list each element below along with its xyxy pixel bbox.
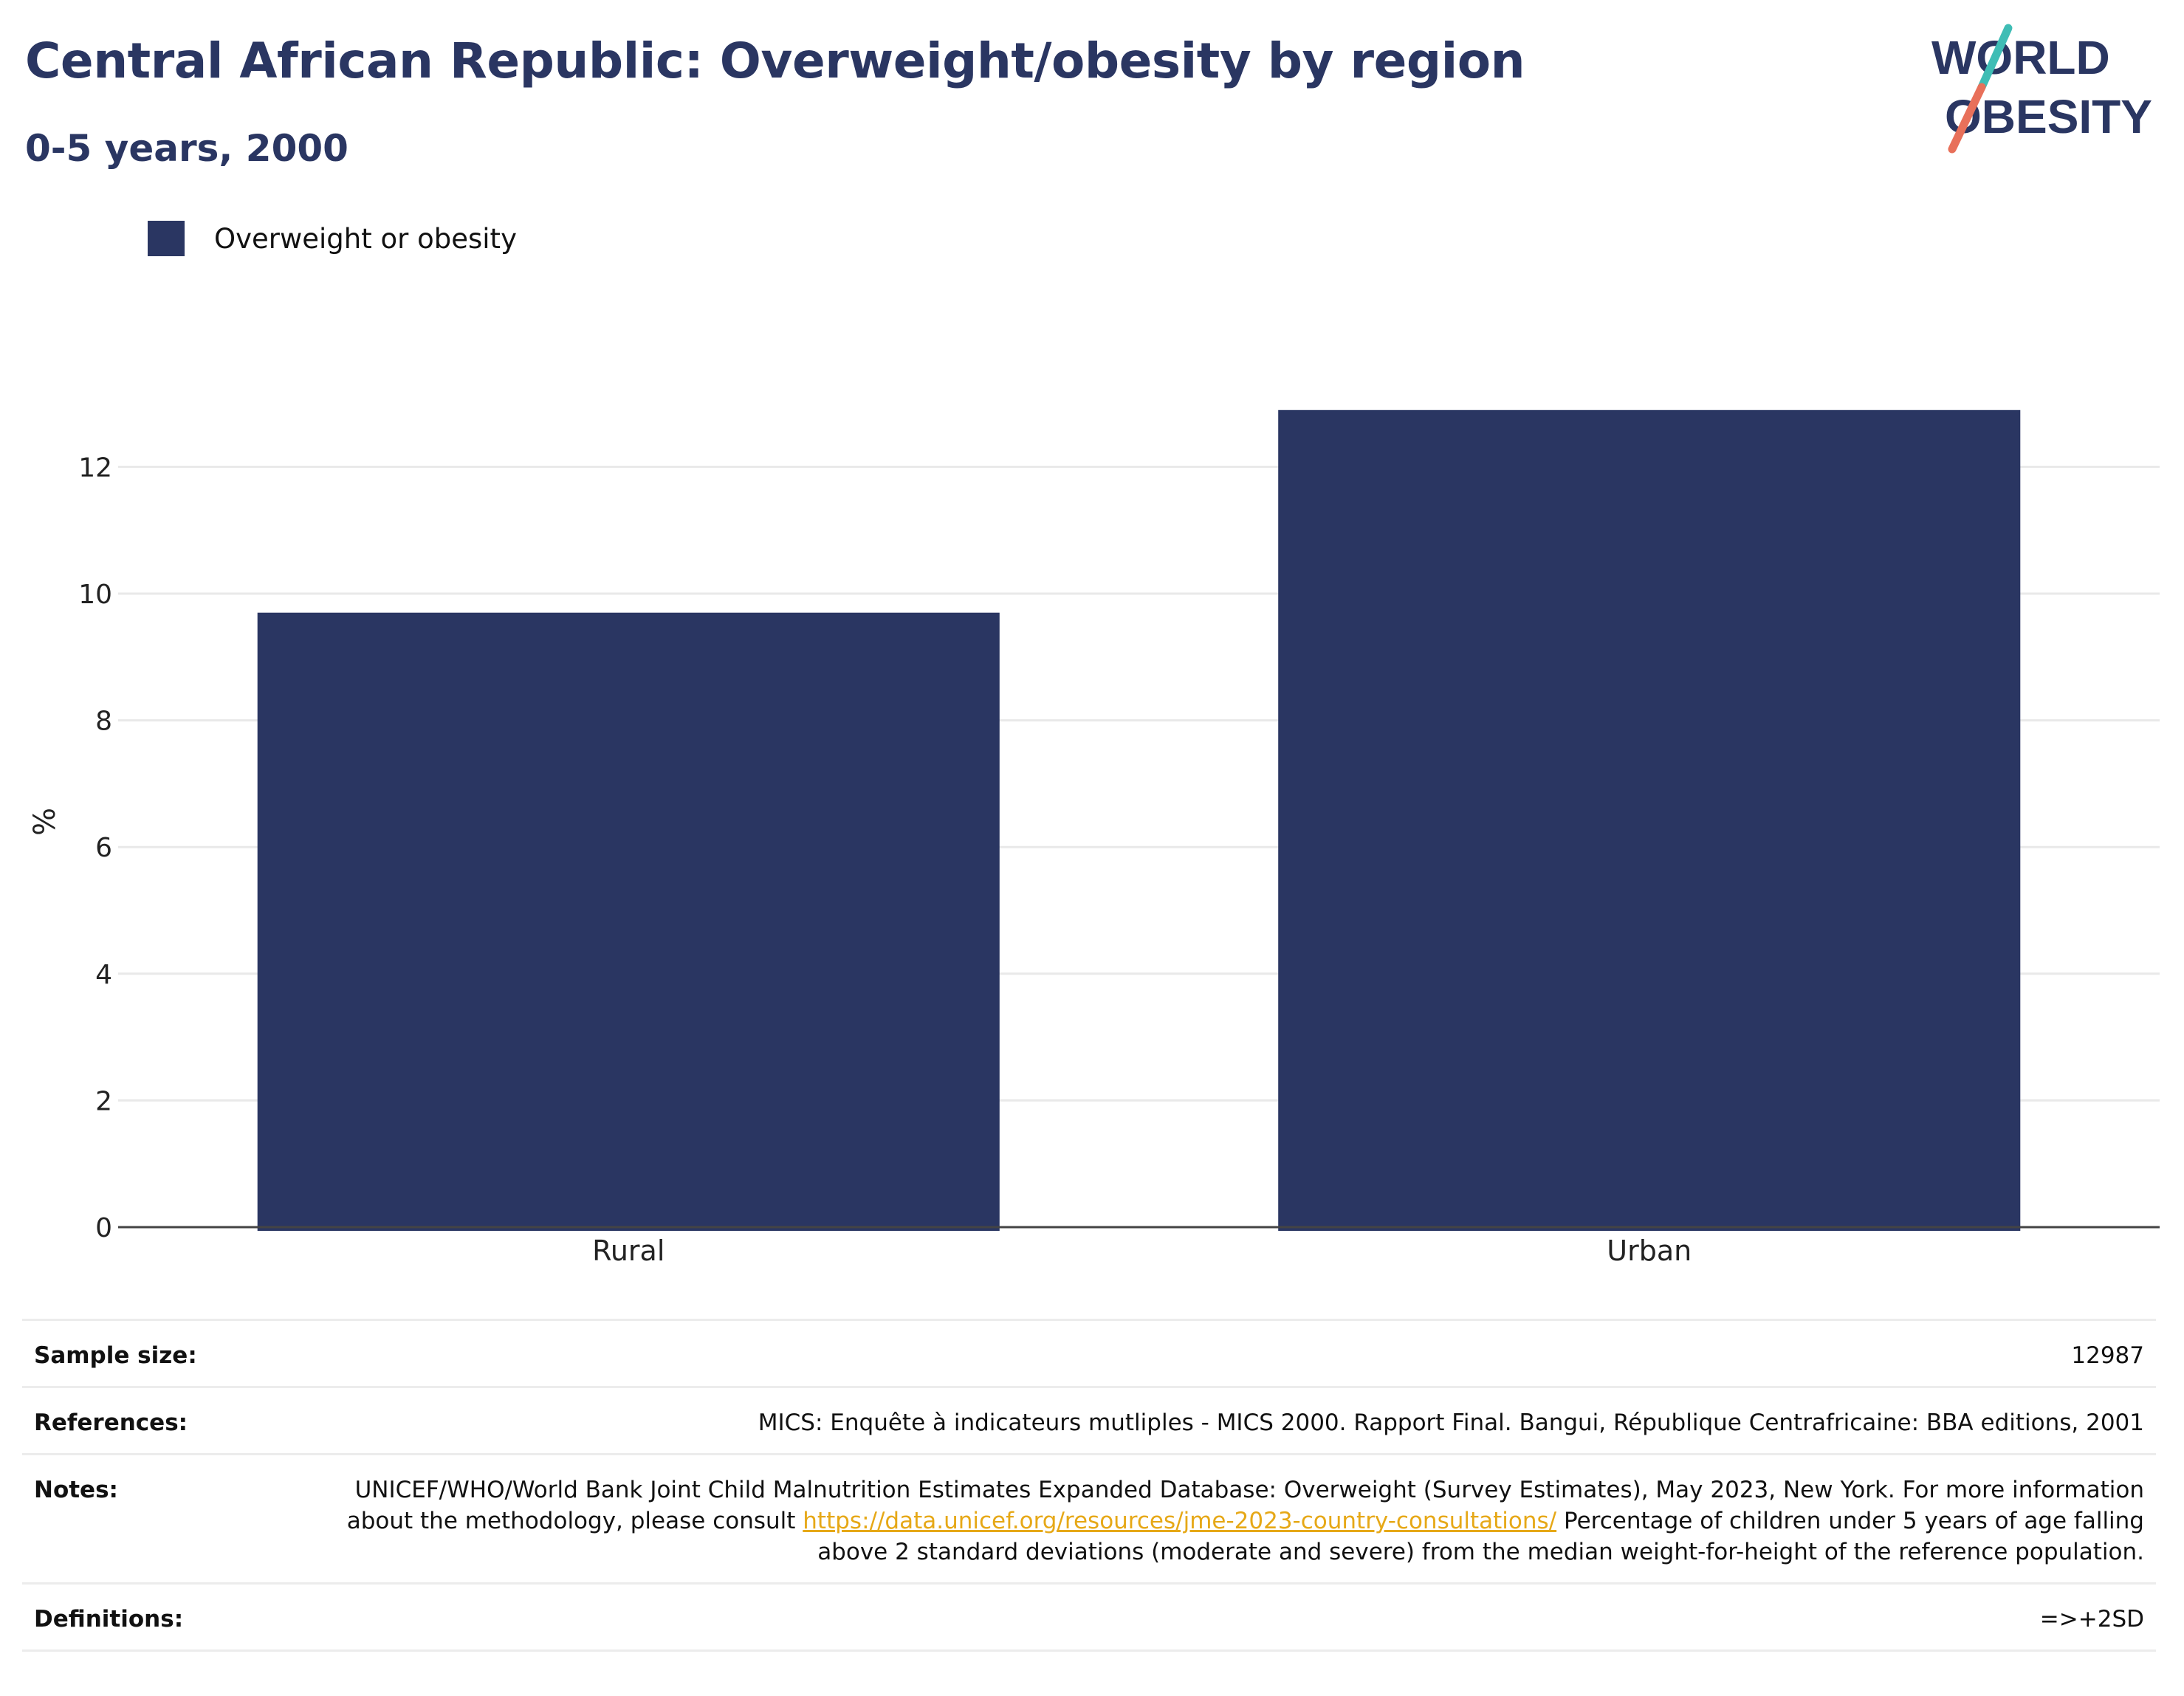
logo-slash-bottom xyxy=(1948,83,1986,154)
x-tick-label: Urban xyxy=(1607,1235,1692,1267)
notes-value: UNICEF/WHO/World Bank Joint Child Malnut… xyxy=(300,1474,2144,1568)
references-row: References: MICS: Enquête à indicateurs … xyxy=(22,1386,2156,1453)
chart-subtitle: 0-5 years, 2000 xyxy=(25,127,348,170)
y-tick-label: 2 xyxy=(95,1086,112,1116)
notes-label: Notes: xyxy=(34,1477,118,1503)
y-tick-label: 12 xyxy=(78,453,112,483)
logo-slash-top xyxy=(1977,24,2013,92)
y-tick-label: 10 xyxy=(78,580,112,610)
y-tick-label: 6 xyxy=(95,833,112,863)
notes-row: Notes: UNICEF/WHO/World Bank Joint Child… xyxy=(22,1453,2156,1582)
references-value: MICS: Enquête à indicateurs mutliples - … xyxy=(758,1410,2144,1436)
x-tick-label: Rural xyxy=(592,1235,665,1267)
definitions-label: Definitions: xyxy=(34,1606,184,1633)
logo-line1: WORLD xyxy=(1931,31,2110,84)
world-obesity-logo: WORLD OBESITY xyxy=(1931,24,2152,154)
y-tick-label: 4 xyxy=(95,960,112,990)
y-tick-label: 8 xyxy=(95,707,112,737)
bar-rural xyxy=(257,612,1000,1231)
sample-size-label: Sample size: xyxy=(34,1342,197,1369)
chart-title: Central African Republic: Overweight/obe… xyxy=(25,32,1525,89)
y-tick-label: 0 xyxy=(95,1213,112,1243)
sample-size-value: 12987 xyxy=(2071,1342,2144,1369)
y-axis-title: % xyxy=(28,808,62,836)
definitions-row: Definitions: =>+2SD xyxy=(22,1582,2156,1652)
bar-urban xyxy=(1278,410,2021,1232)
notes-link[interactable]: https://data.unicef.org/resources/jme-20… xyxy=(803,1508,1557,1534)
bar-chart: 0 2 4 6 8 10 12% Rural Urban xyxy=(28,410,2160,1267)
references-label: References: xyxy=(34,1410,188,1436)
legend-swatch xyxy=(148,221,185,256)
legend-label: Overweight or obesity xyxy=(214,222,517,255)
notes-text: UNICEF/WHO/World Bank Joint Child Malnut… xyxy=(346,1477,2144,1534)
definitions-value: =>+2SD xyxy=(2039,1606,2144,1633)
legend: Overweight or obesity xyxy=(148,220,517,257)
notes-text-2: Percentage of children under 5 years of … xyxy=(817,1508,2144,1565)
info-table: Sample size: 12987 References: MICS: Enq… xyxy=(22,1319,2156,1652)
sample-size-row: Sample size: 12987 xyxy=(22,1319,2156,1386)
